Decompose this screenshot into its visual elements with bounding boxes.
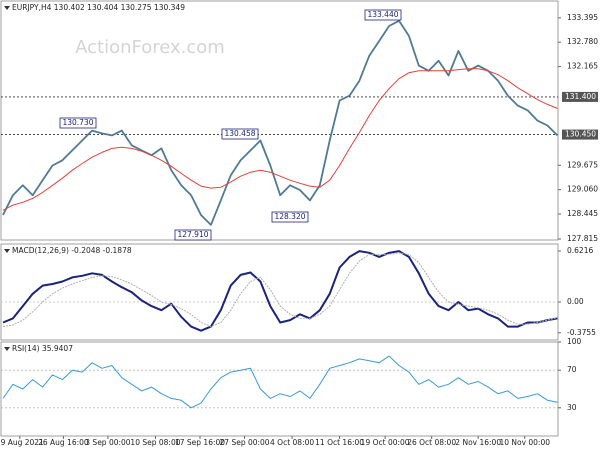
x-tick-label: 4 Oct 08:00	[270, 438, 314, 447]
annotation: 130.730	[62, 118, 93, 127]
annotation-box	[221, 128, 259, 140]
y-tick-label: 129.675	[567, 160, 598, 169]
x-tick-label: 10 Nov 00:00	[499, 438, 550, 447]
y-tick-label: -0.3755	[567, 328, 596, 337]
panel-frame	[0, 0, 559, 241]
title-marker	[4, 347, 10, 351]
x-tick-label: 10 Sep 08:00	[130, 438, 180, 447]
panel-frame	[0, 341, 559, 437]
panel-title: RSI(14) 35.9407	[12, 344, 73, 353]
title-marker	[4, 6, 10, 10]
x-tick-label: 11 Oct 16:00	[315, 438, 364, 447]
x-tick-label: 26 Oct 08:00	[407, 438, 456, 447]
series-line	[2, 355, 558, 409]
x-tick-label: 27 Sep 00:00	[220, 438, 270, 447]
y-tick-label: 100	[567, 337, 582, 346]
watermark: ActionForex.com	[75, 37, 225, 58]
annotation: 133.440	[367, 10, 398, 19]
annotation: 127.910	[177, 230, 208, 239]
y-tick-label: 129.060	[567, 185, 598, 194]
level-label: 130.450	[565, 130, 596, 139]
panel-title: MACD(12,26,9) -0.2048 -0.1878	[12, 246, 132, 255]
x-tick-label: 19 Aug 2021	[0, 438, 44, 447]
series-line	[2, 19, 559, 226]
annotation: 130.458	[224, 129, 255, 138]
annotation: 128.320	[274, 212, 305, 221]
annotation-box	[59, 117, 97, 129]
y-tick-label: 133.395	[567, 13, 598, 22]
series-line	[2, 68, 558, 211]
y-tick-label: 127.815	[567, 234, 598, 243]
x-tick-label: 17 Sep 16:00	[175, 438, 225, 447]
y-tick-label: 128.445	[567, 209, 598, 218]
panel-title: EURJPY,H4 130.402 130.404 130.275 130.34…	[12, 3, 185, 12]
x-tick-label: 19 Oct 00:00	[361, 438, 410, 447]
series-line	[2, 252, 558, 328]
x-tick-label: 3 Sep 00:00	[85, 438, 131, 447]
x-tick-label: 2 Nov 16:00	[455, 438, 501, 447]
level-label-box	[562, 91, 598, 102]
panel-frame	[0, 243, 559, 341]
level-label-box	[562, 129, 598, 140]
level-label: 131.400	[565, 92, 596, 101]
x-tick-label: 26 Aug 16:00	[38, 438, 89, 447]
y-tick-label: 132.780	[567, 37, 598, 46]
annotation-box	[364, 9, 402, 21]
title-marker	[4, 249, 10, 253]
y-tick-label: 132.165	[567, 62, 598, 71]
y-tick-label: 0.6216	[567, 246, 593, 255]
y-tick-label: 70	[567, 365, 577, 374]
annotation-box	[174, 229, 212, 241]
y-tick-label: 30	[567, 403, 577, 412]
series-line	[2, 250, 558, 332]
annotation-box	[271, 211, 309, 223]
y-tick-label: 0.00	[567, 297, 584, 306]
